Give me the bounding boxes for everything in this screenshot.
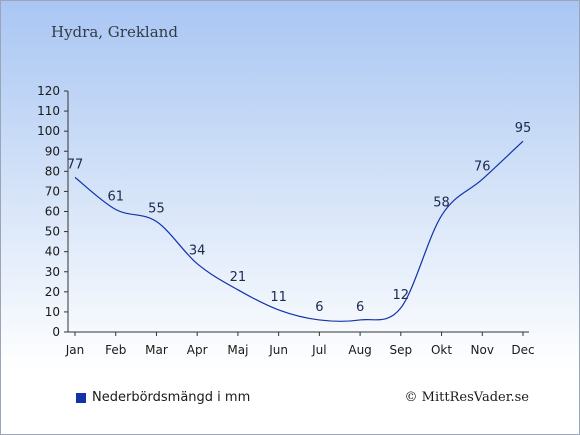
data-label-apr: 34 [189,244,206,259]
data-label-jan: 77 [67,157,84,172]
y-tick-label: 100 [37,124,60,138]
x-tick-label: Sep [390,343,413,357]
data-label-aug: 6 [356,300,364,315]
x-tick-label: Jan [65,343,85,357]
chart-title: Hydra, Grekland [51,23,178,41]
x-tick-label: Okt [431,343,452,357]
y-axis-ticks: 0 10 20 30 40 50 60 70 80 90 100 110 120 [37,84,68,339]
copyright-text: © MittResVader.se [404,390,529,405]
legend-swatch [76,392,86,403]
y-tick-label: 0 [52,325,60,339]
x-tick-label: Dec [511,343,534,357]
y-tick-label: 80 [45,164,60,178]
y-tick-label: 30 [45,265,60,279]
data-label-maj: 21 [230,270,247,285]
x-tick-label: Nov [471,343,494,357]
data-label-nov: 76 [474,159,491,174]
x-tick-label: Feb [105,343,126,357]
legend-label: Nederbördsmängd i mm [92,390,251,405]
y-tick-label: 60 [45,205,60,219]
data-label-feb: 61 [107,189,124,204]
data-label-jul: 6 [315,300,323,315]
data-label-jun: 11 [270,290,287,305]
chart-axes [67,91,529,333]
x-axis-ticks: Jan Feb Mar Apr Maj Jun Jul Aug Sep Okt Nov Dec [65,332,535,357]
y-tick-label: 70 [45,184,60,198]
data-labels: 77 61 55 34 21 11 6 6 12 58 76 95 [67,121,532,315]
series-layer [74,140,524,322]
y-tick-label: 110 [37,104,60,118]
x-tick-label: Jun [268,343,288,357]
data-label-okt: 58 [433,196,450,211]
precipitation-line [74,140,524,322]
y-tick-label: 10 [45,305,60,319]
x-tick-label: Maj [227,343,248,357]
x-tick-label: Aug [348,343,371,357]
y-tick-label: 50 [45,225,60,239]
y-tick-label: 20 [45,285,60,299]
y-tick-label: 40 [45,245,60,259]
x-tick-label: Jul [311,343,326,357]
legend: Nederbördsmängd i mm [76,390,250,405]
y-tick-label: 90 [45,144,60,158]
data-label-dec: 95 [515,121,532,136]
data-label-mar: 55 [148,202,165,217]
x-tick-label: Apr [187,343,208,357]
data-label-sep: 12 [393,288,410,303]
y-tick-label: 120 [37,84,60,98]
x-tick-label: Mar [145,343,168,357]
